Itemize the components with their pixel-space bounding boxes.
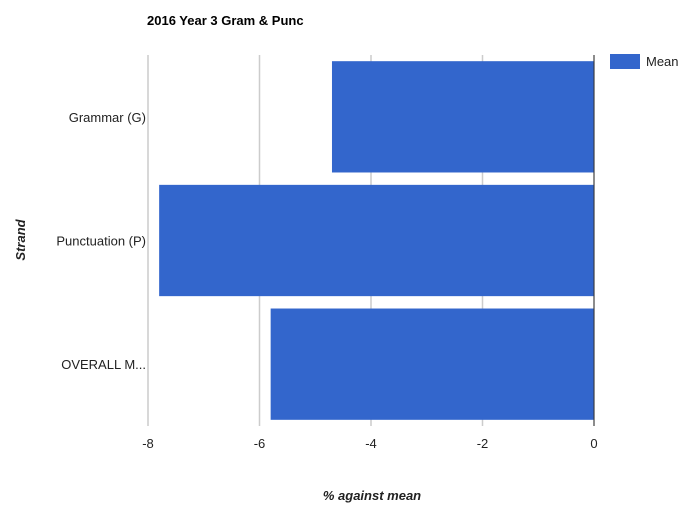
legend: Mean [610, 54, 679, 69]
bar [331, 61, 594, 173]
x-axis-title: % against mean [323, 488, 421, 503]
x-tick-labels: -8 -6 -4 -2 0 [142, 436, 597, 451]
x-tick-label: -4 [365, 436, 377, 451]
category-label: Punctuation (P) [56, 234, 146, 249]
x-tick-label: -2 [477, 436, 489, 451]
chart-title: 2016 Year 3 Gram & Punc [147, 13, 304, 28]
x-tick-label: -6 [254, 436, 266, 451]
x-tick-label: -8 [142, 436, 154, 451]
y-axis-title: Strand [13, 218, 28, 260]
bars [159, 61, 594, 420]
legend-swatch-mean [610, 54, 640, 69]
category-label: Grammar (G) [69, 110, 146, 125]
bar [270, 308, 594, 420]
category-labels: Grammar (G) Punctuation (P) OVERALL M... [56, 110, 146, 372]
legend-label-mean: Mean [646, 54, 679, 69]
x-tick-label: 0 [590, 436, 597, 451]
category-label: OVERALL M... [61, 357, 146, 372]
bar [159, 184, 594, 297]
